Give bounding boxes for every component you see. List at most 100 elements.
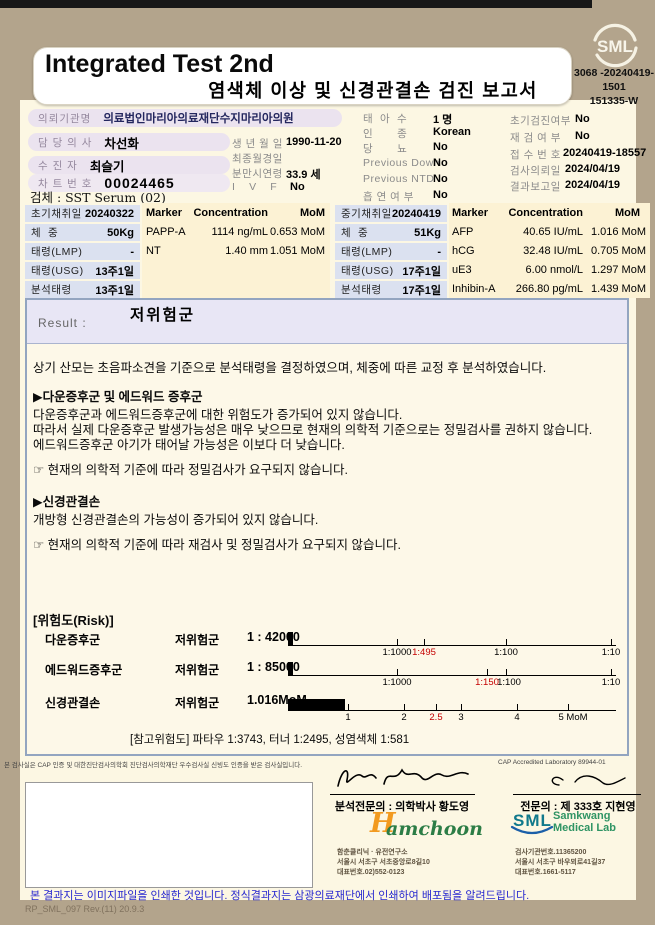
ivf-value: No bbox=[290, 181, 305, 193]
axis-tick-label: 1 bbox=[345, 712, 351, 723]
t1-row-value: 50Kg bbox=[107, 226, 134, 239]
t2-row-label: 태령(LMP) bbox=[341, 246, 393, 258]
patient-row: 수 진 자 최슬기 bbox=[28, 156, 230, 174]
axis-tick bbox=[404, 704, 405, 710]
down-note: ☞ 현재의 의학적 기준에 따라 정밀검사가 요구되지 않습니다. bbox=[33, 463, 348, 477]
axis-tick-label-cutoff: 1:495 bbox=[412, 647, 436, 658]
t2-row: 체 중 51Kg bbox=[335, 224, 447, 241]
axis-tick-label-cutoff: 1:150 bbox=[475, 677, 499, 688]
risk-chart-edwards: 1:1000 1:150 1:100 1:10 bbox=[288, 662, 621, 690]
sml-lab-name-line: Samkwang bbox=[553, 810, 611, 822]
axis-tick bbox=[348, 704, 349, 710]
t2-row-value: 17주1일 bbox=[402, 284, 441, 297]
hamchoon-logo-text: amchoon bbox=[386, 818, 483, 840]
risk-bar bbox=[288, 699, 345, 710]
axis-tick bbox=[397, 669, 398, 675]
result-box bbox=[25, 298, 629, 756]
risk-row-name: 신경관결손 bbox=[45, 696, 101, 710]
t2-head-marker: Marker bbox=[452, 207, 489, 219]
risk-bar bbox=[288, 662, 293, 675]
sml-logo-icon: SML bbox=[593, 23, 638, 68]
initial-label: 초기검진여부 bbox=[510, 115, 571, 127]
hamchoon-address-line: 대표번호.02)552-0123 bbox=[337, 869, 405, 876]
axis-tick bbox=[517, 704, 518, 710]
t1-row-value: 13주1일 bbox=[95, 284, 134, 297]
birth-value: 1990-11-20 bbox=[286, 136, 342, 148]
patient-value: 최슬기 bbox=[89, 159, 125, 174]
t1-head-mom: MoM bbox=[299, 207, 325, 219]
t2-row-value: 17주1일 bbox=[402, 265, 441, 278]
analyst-signature-line bbox=[330, 794, 475, 795]
recheck-value: No bbox=[575, 130, 590, 142]
smoking-label: 흡 연 여 부 bbox=[363, 191, 414, 203]
t1-row: 초기채취일 20240322 bbox=[25, 205, 140, 222]
risk-chart-ntd: 1 2 2.5 3 4 5 MoM bbox=[288, 699, 618, 727]
t2-row-value: 51Kg bbox=[414, 226, 441, 239]
t1-row-label: 분석태령 bbox=[31, 284, 72, 296]
t1-marker-name: PAPP-A bbox=[146, 226, 186, 238]
analyst-signature-icon bbox=[337, 768, 469, 787]
t2-marker-name: hCG bbox=[452, 245, 475, 257]
diabetes-label: 당 뇨 bbox=[363, 143, 408, 155]
axis-tick bbox=[506, 639, 507, 645]
risk-row-grade: 저위험군 bbox=[175, 663, 220, 677]
t2-row-value: - bbox=[437, 245, 441, 258]
fetus-value: 1 명 bbox=[433, 114, 453, 126]
t1-row-value: 13주1일 bbox=[95, 265, 134, 278]
t1-head-conc: Concentration bbox=[193, 207, 268, 219]
axis-tick-label: 1:100 bbox=[494, 647, 518, 658]
t2-head-conc: Concentration bbox=[508, 207, 583, 219]
risk-row-name: 에드워드증후군 bbox=[45, 663, 123, 677]
t1-row-value: - bbox=[130, 245, 134, 258]
t1-marker-name: NT bbox=[146, 245, 161, 257]
result-label: Result : bbox=[38, 316, 87, 330]
specimen-text: 검체 : SST Serum (02) bbox=[30, 190, 166, 205]
risk-axis bbox=[288, 710, 616, 711]
specialist-name: 전문의 : 제 333호 지현영 bbox=[520, 801, 636, 813]
t2-marker-conc: 6.00 nmol/L bbox=[525, 264, 583, 276]
hamchoon-address-line: 서울시 서초구 서초중앙로8길10 bbox=[337, 859, 430, 866]
t1-marker-area bbox=[142, 203, 330, 298]
down-line: 에드워드증후군 아기가 태어날 가능성은 이보다 더 낮습니다. bbox=[33, 438, 345, 452]
lmp-label: 최종월경일 bbox=[232, 153, 283, 165]
t2-row-label: 체 중 bbox=[341, 227, 369, 239]
t2-marker-conc: 266.80 pg/mL bbox=[515, 283, 583, 295]
chartno-row: 차 트 번 호 00024465 bbox=[28, 174, 230, 192]
down-line: 따라서 실제 다운증후군 발생가능성은 매우 낮으므로 현재의 의학적 기준으로… bbox=[33, 423, 593, 437]
specialist-signature-icon bbox=[551, 775, 626, 786]
patient-label: 수 진 자 bbox=[38, 159, 78, 172]
t1-row: 태령(LMP) - bbox=[25, 243, 140, 260]
down-line: 다운증후군과 에드워드증후군에 대한 위험도가 증가되어 있지 않습니다. bbox=[33, 408, 403, 422]
axis-tick bbox=[611, 639, 612, 645]
age-label: 분만시연령 bbox=[232, 168, 283, 180]
risk-row-value: 1 : 85000 bbox=[247, 660, 300, 674]
race-value: Korean bbox=[433, 126, 471, 138]
sml-lab-name-line: Medical Lab bbox=[553, 822, 616, 834]
t1-row-label: 태령(LMP) bbox=[31, 246, 83, 258]
t2-row-label: 태령(USG) bbox=[341, 265, 394, 277]
risk-row-grade: 저위험군 bbox=[175, 696, 220, 710]
axis-tick-label: 1:10 bbox=[601, 677, 621, 688]
axis-tick bbox=[568, 704, 569, 710]
cap-accreditation: CAP Accredited Laboratory 89944-01 bbox=[498, 759, 606, 766]
t1-marker-mom: 1.051 MoM bbox=[270, 245, 326, 257]
axis-tick-label: 3 bbox=[458, 712, 464, 723]
report-number: 3068 -20240419-1501 151335-W bbox=[574, 66, 654, 108]
ntd-section-title: ▶신경관결손 bbox=[33, 495, 101, 509]
report-number-line2: 151335-W bbox=[589, 95, 639, 107]
axis-tick-label: 1:100 bbox=[497, 677, 521, 688]
t2-marker-area bbox=[449, 203, 650, 298]
report-number-line1: 3068 -20240419-1501 bbox=[574, 67, 654, 93]
t2-row: 중기채취일 20240419 bbox=[335, 205, 447, 222]
prevntd-value: No bbox=[433, 173, 448, 185]
prevntd-label: Previous NTD bbox=[363, 173, 435, 185]
receipt-label: 접 수 번 호 bbox=[510, 149, 561, 161]
risk-bar bbox=[288, 632, 293, 645]
birth-label: 생 년 월 일 bbox=[232, 138, 283, 150]
age-value: 33.9 세 bbox=[286, 169, 321, 181]
client-row: 의뢰기관명 의료법인마리아의료재단수지마리아의원 bbox=[28, 109, 342, 127]
t1-marker-conc: 1.40 mm bbox=[225, 245, 268, 257]
sml-address-line: 서울시 서초구 바우뫼로41길37 bbox=[515, 859, 606, 866]
t1-row-label: 체 중 bbox=[31, 227, 59, 239]
axis-tick bbox=[436, 704, 437, 710]
